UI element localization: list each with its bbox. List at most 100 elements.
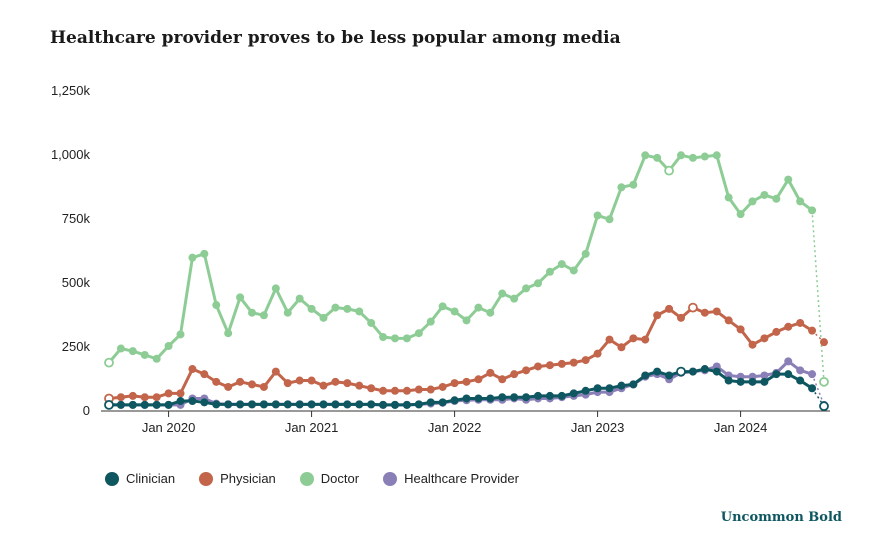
data-point-clinician[interactable] <box>784 370 793 379</box>
data-point-doctor[interactable] <box>319 313 328 322</box>
data-point-physician[interactable] <box>641 335 650 344</box>
data-point-clinician[interactable] <box>724 376 733 385</box>
data-point-doctor[interactable] <box>116 344 125 353</box>
data-point-clinician[interactable] <box>164 400 173 409</box>
data-point-physician[interactable] <box>665 304 674 313</box>
data-point-doctor[interactable] <box>498 289 507 298</box>
data-point-healthcare-provider[interactable] <box>808 370 817 379</box>
data-point-clinician[interactable] <box>402 400 411 409</box>
data-point-physician[interactable] <box>391 386 399 395</box>
legend-item-physician[interactable]: Physician <box>199 471 276 486</box>
data-point-physician[interactable] <box>319 381 328 390</box>
data-point-physician[interactable] <box>796 318 805 327</box>
data-point-doctor[interactable] <box>748 197 757 206</box>
data-point-physician[interactable] <box>760 334 769 343</box>
data-point-doctor[interactable] <box>402 334 411 343</box>
data-point-physician[interactable] <box>605 335 614 344</box>
data-point-clinician[interactable] <box>629 380 638 389</box>
data-point-healthcare-provider[interactable] <box>760 371 769 380</box>
data-point-doctor[interactable] <box>653 153 662 162</box>
data-point-physician[interactable] <box>116 393 125 402</box>
data-point-clinician[interactable] <box>819 401 829 412</box>
data-point-physician[interactable] <box>331 377 340 386</box>
data-point-clinician[interactable] <box>474 394 483 403</box>
data-point-physician[interactable] <box>402 386 411 395</box>
data-point-doctor[interactable] <box>605 215 614 224</box>
data-point-physician[interactable] <box>248 380 256 389</box>
data-point-physician[interactable] <box>140 393 149 402</box>
data-point-physician[interactable] <box>820 338 828 347</box>
data-point-doctor[interactable] <box>271 284 280 293</box>
data-point-physician[interactable] <box>736 325 745 334</box>
data-point-doctor[interactable] <box>772 194 781 203</box>
data-point-physician[interactable] <box>522 366 531 375</box>
data-point-doctor[interactable] <box>212 301 221 310</box>
data-point-doctor[interactable] <box>474 303 483 312</box>
data-point-physician[interactable] <box>474 375 483 384</box>
data-point-doctor[interactable] <box>331 303 340 312</box>
data-point-clinician[interactable] <box>486 394 495 403</box>
data-point-clinician[interactable] <box>676 366 686 377</box>
data-point-physician[interactable] <box>569 358 578 367</box>
data-point-doctor[interactable] <box>617 183 626 192</box>
data-point-clinician[interactable] <box>545 391 554 400</box>
data-point-clinician[interactable] <box>641 371 650 380</box>
data-point-physician[interactable] <box>724 316 733 325</box>
data-point-clinician[interactable] <box>510 393 519 402</box>
data-point-physician[interactable] <box>426 385 435 394</box>
data-point-clinician[interactable] <box>557 391 566 400</box>
data-point-clinician[interactable] <box>450 396 459 405</box>
data-point-doctor[interactable] <box>510 294 519 303</box>
data-point-doctor[interactable] <box>581 249 590 258</box>
data-point-clinician[interactable] <box>736 377 745 386</box>
data-point-physician[interactable] <box>617 343 626 352</box>
data-point-clinician[interactable] <box>248 400 256 409</box>
data-point-physician[interactable] <box>259 382 268 391</box>
data-point-doctor[interactable] <box>522 284 531 293</box>
data-point-physician[interactable] <box>152 393 161 402</box>
data-point-doctor[interactable] <box>152 354 161 363</box>
data-point-doctor[interactable] <box>438 302 447 311</box>
data-point-doctor[interactable] <box>355 307 364 316</box>
data-point-doctor[interactable] <box>629 180 638 189</box>
data-point-doctor[interactable] <box>760 190 769 199</box>
data-point-doctor[interactable] <box>819 376 829 387</box>
data-point-physician[interactable] <box>176 389 185 398</box>
data-point-clinician[interactable] <box>796 376 805 385</box>
data-point-physician[interactable] <box>236 377 245 386</box>
data-point-physician[interactable] <box>200 370 209 379</box>
data-point-clinician[interactable] <box>176 397 185 406</box>
data-point-physician[interactable] <box>545 361 554 370</box>
data-point-physician[interactable] <box>688 302 698 313</box>
data-point-physician[interactable] <box>581 356 590 365</box>
data-point-doctor[interactable] <box>236 293 245 302</box>
data-point-physician[interactable] <box>295 376 304 385</box>
data-point-doctor[interactable] <box>724 193 733 202</box>
data-point-physician[interactable] <box>486 368 495 377</box>
data-point-clinician[interactable] <box>295 400 304 409</box>
data-point-clinician[interactable] <box>772 370 781 379</box>
data-point-physician[interactable] <box>808 326 817 335</box>
data-point-doctor[interactable] <box>391 334 399 343</box>
data-point-clinician[interactable] <box>259 400 268 409</box>
data-point-clinician[interactable] <box>569 389 578 398</box>
data-point-doctor[interactable] <box>712 151 721 160</box>
data-point-doctor[interactable] <box>808 206 817 215</box>
data-point-physician[interactable] <box>164 389 173 398</box>
data-point-clinician[interactable] <box>534 391 542 400</box>
data-point-clinician[interactable] <box>212 400 221 409</box>
data-point-clinician[interactable] <box>355 400 364 409</box>
data-point-clinician[interactable] <box>319 400 328 409</box>
data-point-physician[interactable] <box>212 377 221 386</box>
data-point-doctor[interactable] <box>700 152 709 161</box>
data-point-clinician[interactable] <box>593 384 602 393</box>
data-point-clinician[interactable] <box>271 400 280 409</box>
data-point-doctor[interactable] <box>224 329 233 338</box>
data-point-doctor[interactable] <box>486 308 495 317</box>
data-point-clinician[interactable] <box>712 367 721 376</box>
data-point-clinician[interactable] <box>462 394 471 403</box>
data-point-clinician[interactable] <box>688 367 697 376</box>
data-point-clinician[interactable] <box>116 400 125 409</box>
data-point-doctor[interactable] <box>128 347 137 356</box>
data-point-physician[interactable] <box>593 349 602 358</box>
